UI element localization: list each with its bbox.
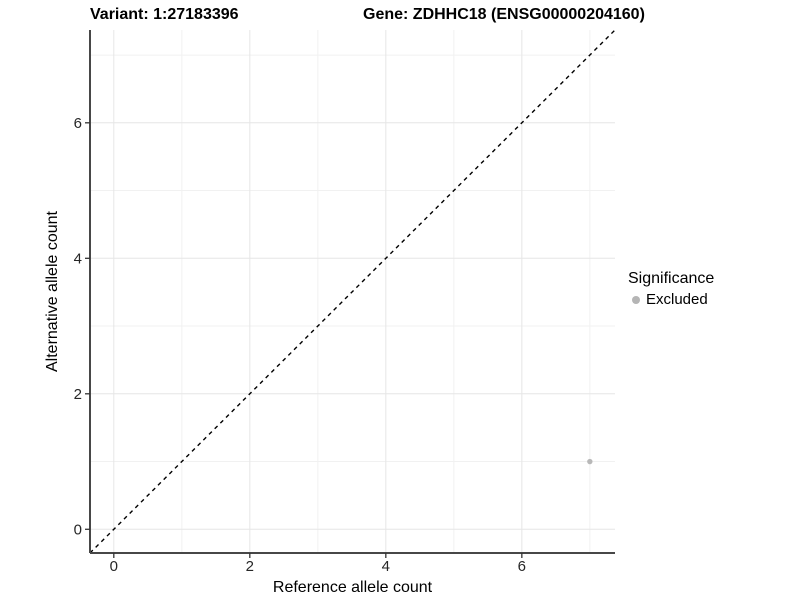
x-axis-title: Reference allele count [273, 579, 433, 596]
title-variant: Variant: 1:27183396 [90, 6, 239, 23]
x-tick-label: 0 [110, 558, 118, 575]
title-gene: Gene: ZDHHC18 (ENSG00000204160) [363, 6, 645, 23]
x-tick-label: 2 [246, 558, 254, 575]
legend-item-excluded: Excluded [628, 291, 714, 308]
data-point-excluded [587, 458, 593, 465]
legend-item-label: Excluded [646, 291, 708, 308]
legend: Significance Excluded [628, 270, 714, 308]
legend-key-dot [632, 295, 640, 304]
x-tick-label: 4 [382, 558, 390, 575]
x-tick-label: 6 [518, 558, 526, 575]
identity-dashed-line [89, 29, 616, 554]
legend-title: Significance [628, 270, 715, 287]
y-axis-title: Alternative allele count [44, 210, 61, 372]
y-tick-label: 2 [74, 386, 82, 403]
y-tick-label: 6 [74, 115, 82, 132]
y-tick-label: 4 [74, 250, 82, 267]
y-tick-label: 0 [74, 521, 82, 538]
